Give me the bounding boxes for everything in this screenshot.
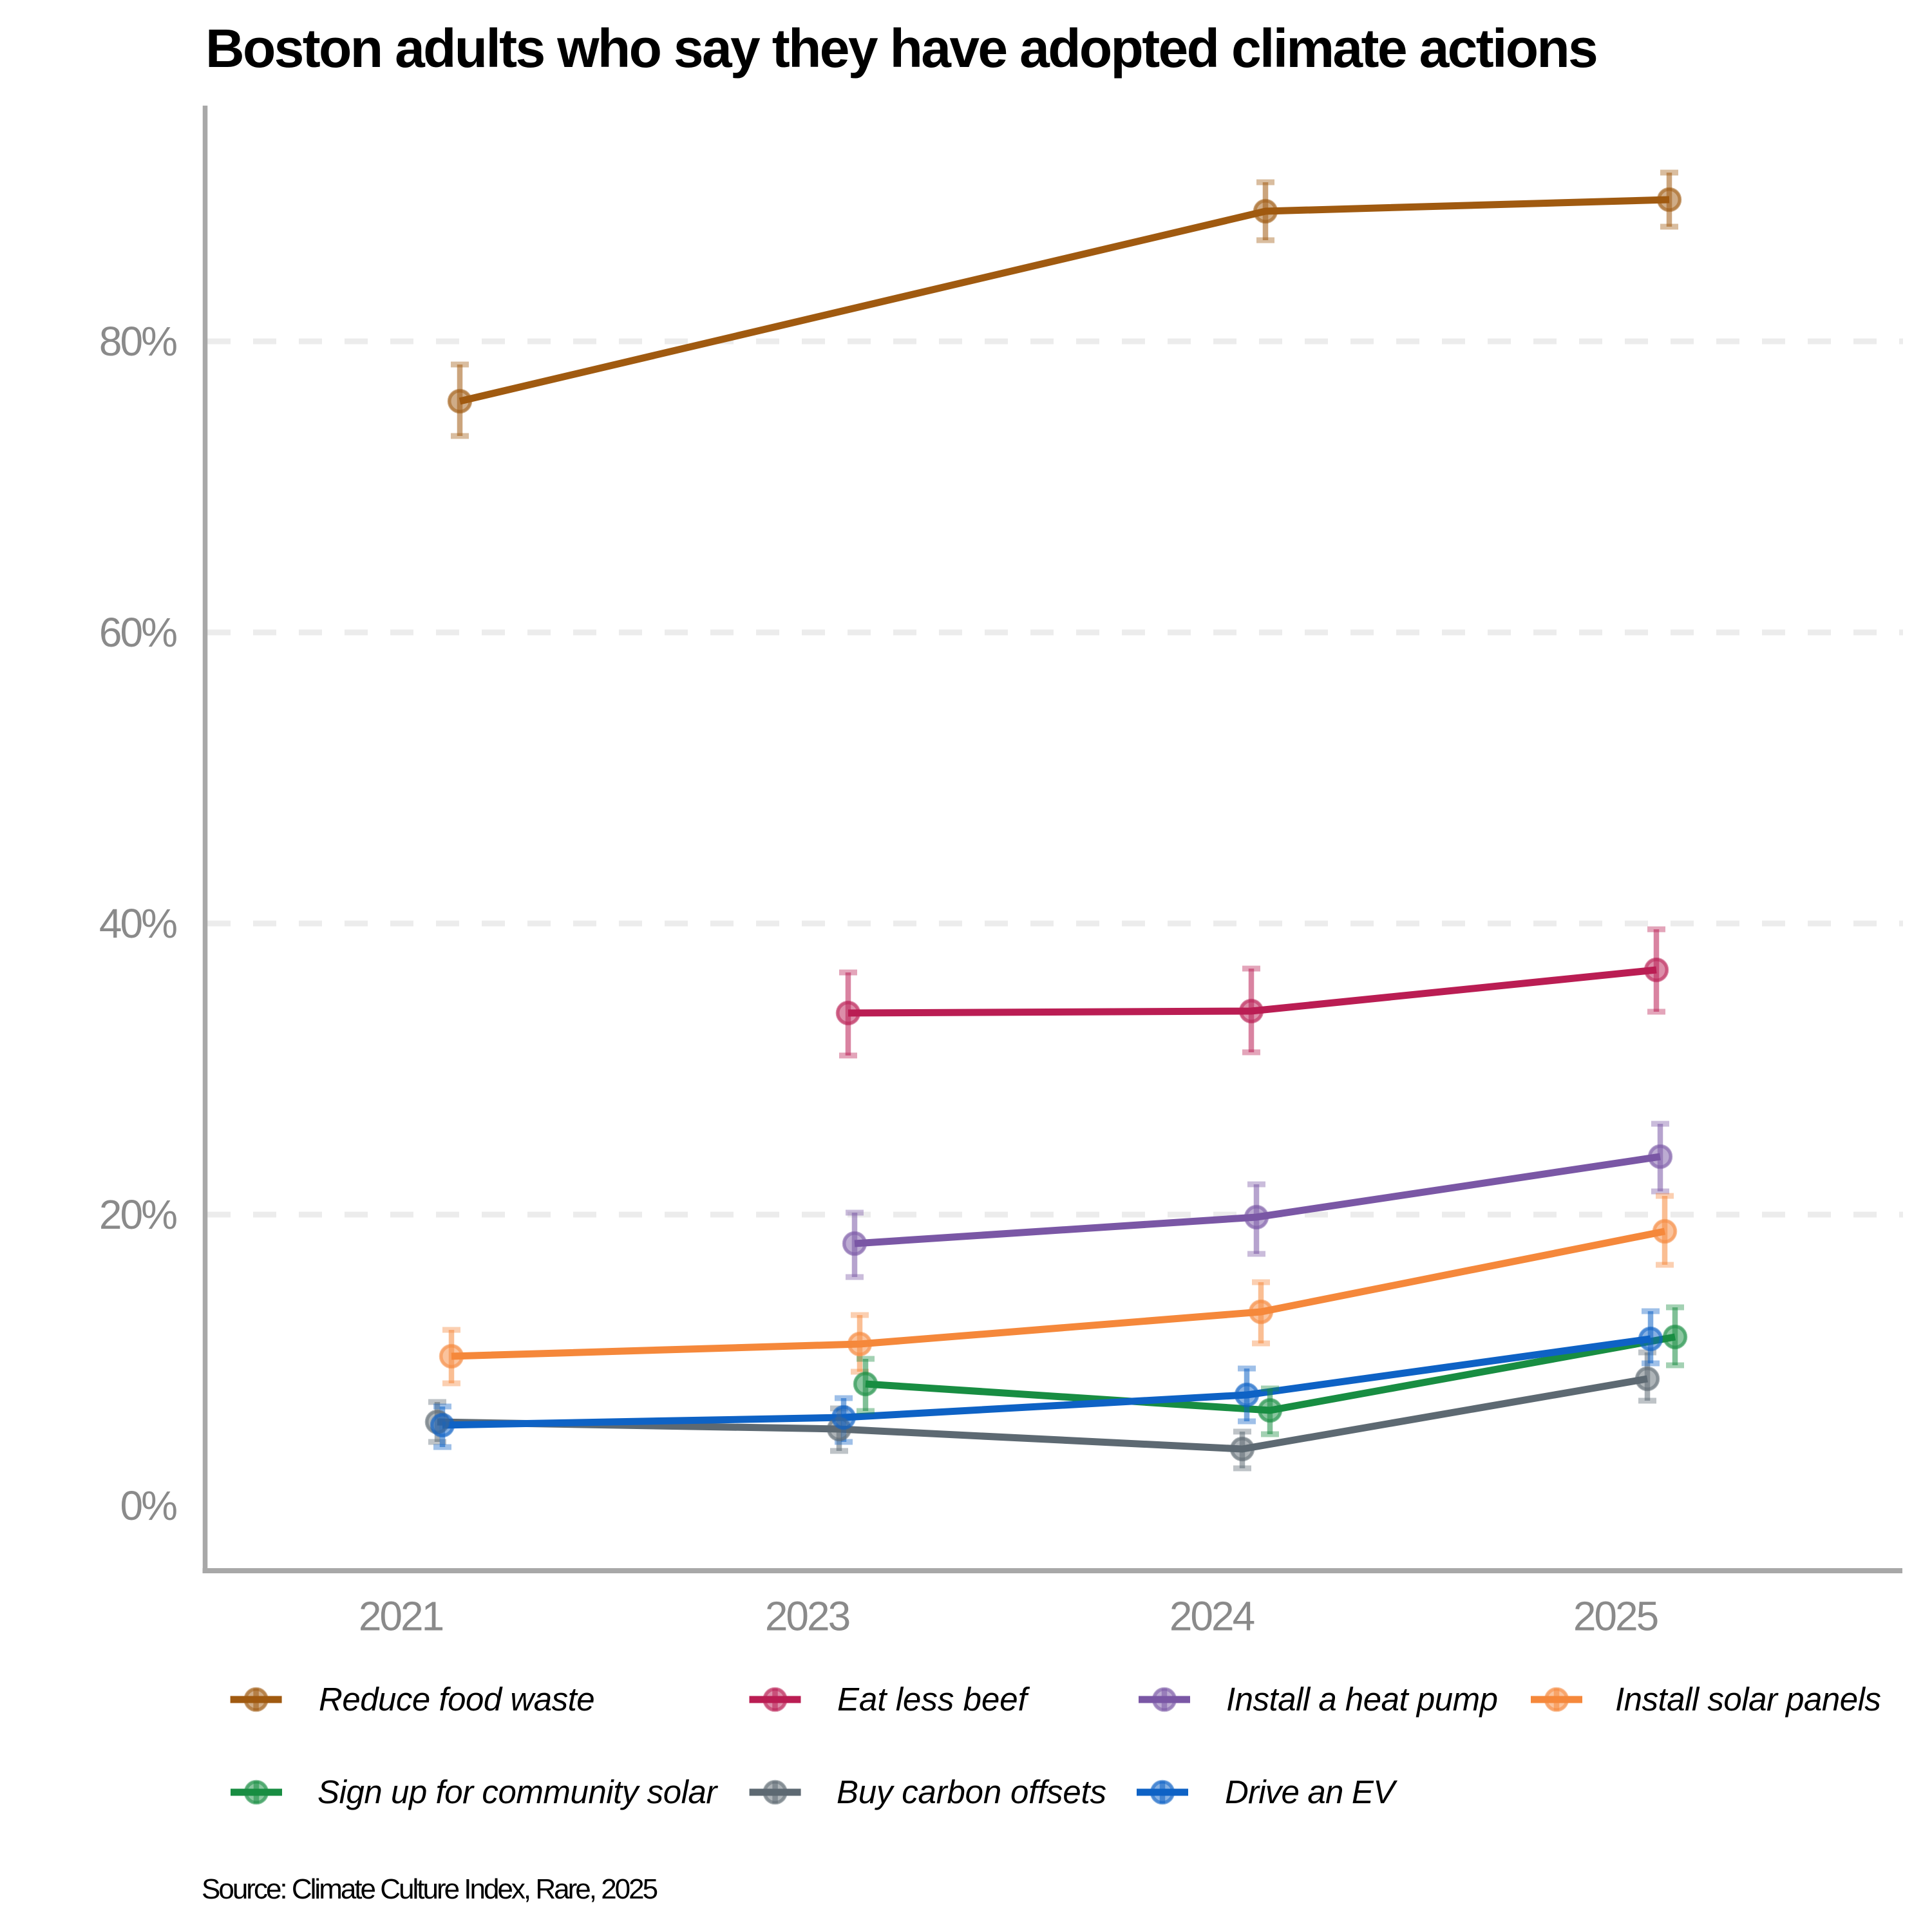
svg-text:20%: 20% <box>99 1191 176 1238</box>
svg-text:Buy carbon offsets: Buy carbon offsets <box>837 1774 1106 1810</box>
svg-text:2025: 2025 <box>1573 1593 1658 1640</box>
svg-text:2023: 2023 <box>765 1593 849 1640</box>
svg-text:Eat less beef: Eat less beef <box>837 1681 1030 1718</box>
svg-text:80%: 80% <box>99 318 176 365</box>
svg-text:2021: 2021 <box>359 1593 443 1640</box>
svg-text:Install a heat pump: Install a heat pump <box>1226 1681 1497 1718</box>
svg-text:2024: 2024 <box>1170 1593 1255 1640</box>
svg-text:Sign up for community solar: Sign up for community solar <box>317 1774 718 1810</box>
svg-text:40%: 40% <box>99 900 176 947</box>
svg-text:Boston adults who say they hav: Boston adults who say they have adopted … <box>205 18 1596 79</box>
svg-text:Reduce food waste: Reduce food waste <box>319 1681 594 1718</box>
svg-text:0%: 0% <box>120 1482 177 1529</box>
svg-text:Drive an EV: Drive an EV <box>1225 1774 1397 1810</box>
svg-text:Source: Climate Culture Index,: Source: Climate Culture Index, Rare, 202… <box>202 1873 658 1905</box>
svg-text:60%: 60% <box>99 609 176 656</box>
svg-text:Install solar panels: Install solar panels <box>1615 1681 1880 1718</box>
